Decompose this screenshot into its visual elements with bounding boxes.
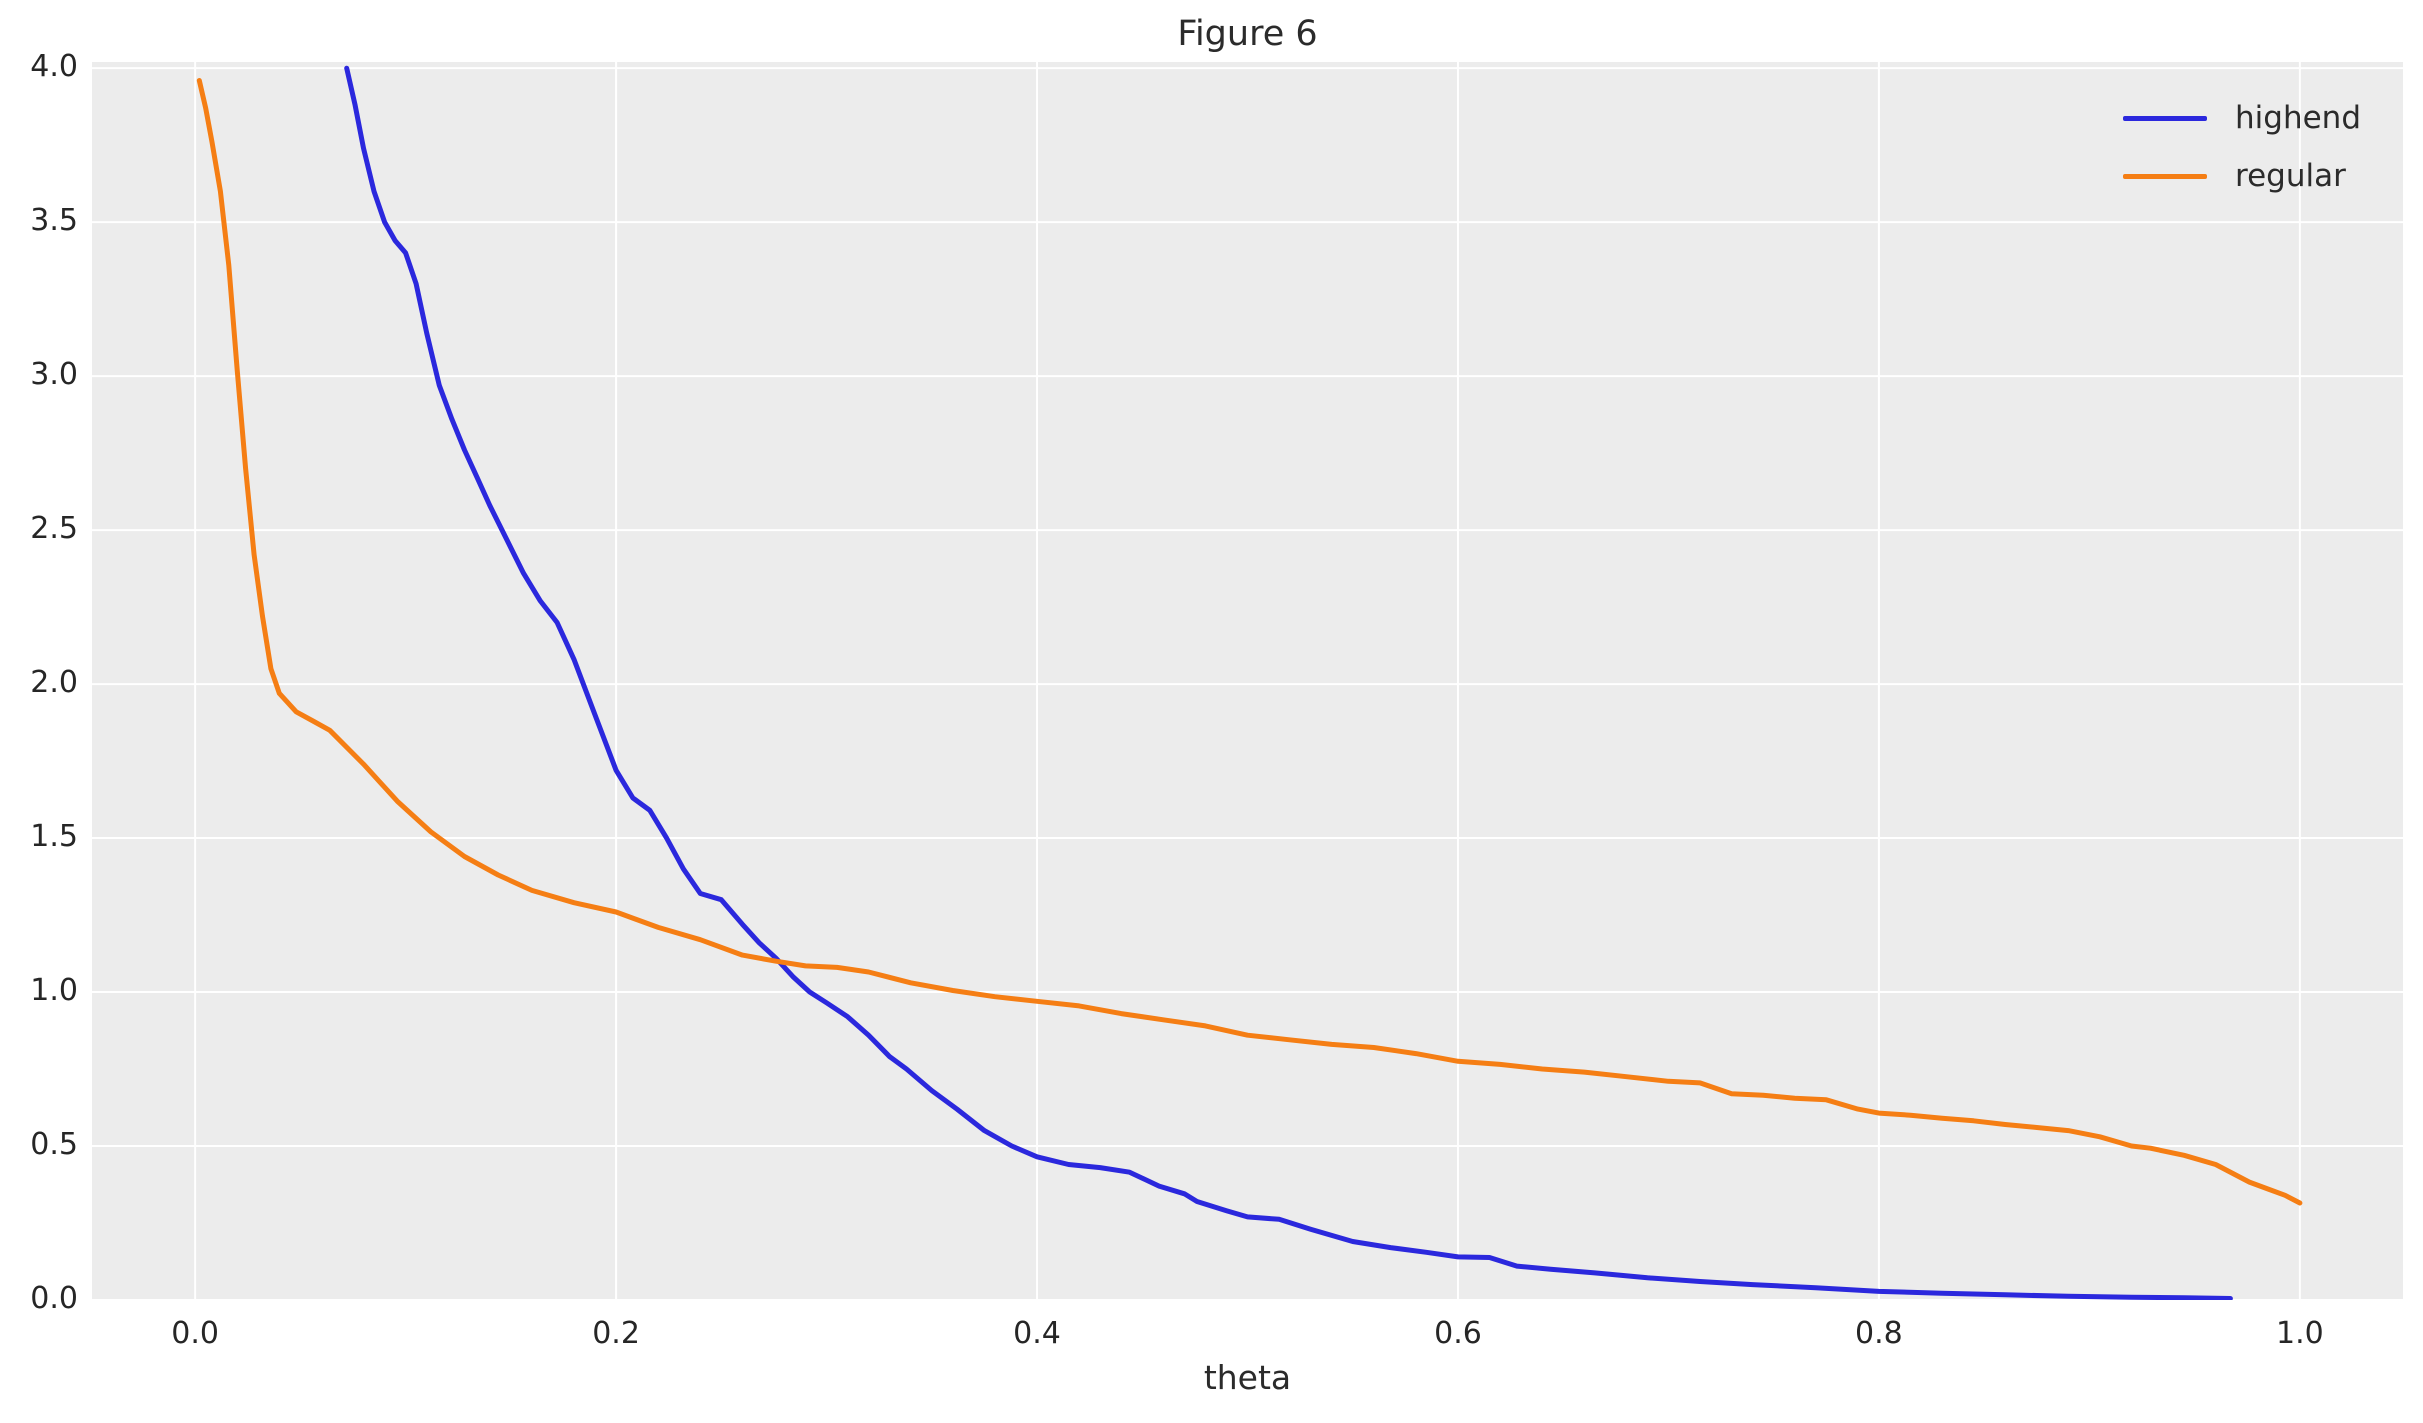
plot-area: highend regular <box>92 62 2403 1300</box>
y-tick-label: 0.5 <box>30 1127 78 1163</box>
y-tick-label: 4.0 <box>30 49 78 85</box>
series-line-highend <box>344 65 2233 1300</box>
series-line-regular <box>196 78 2303 1206</box>
x-tick-label: 0.4 <box>1013 1316 1061 1351</box>
y-tick-label: 0.0 <box>30 1281 78 1316</box>
x-tick-label: 0.2 <box>592 1316 640 1351</box>
legend-label-regular: regular <box>2235 158 2346 194</box>
figure-title: Figure 6 <box>1177 14 1318 54</box>
y-tick-label: 2.5 <box>30 511 78 547</box>
legend-entry-regular: regular <box>2123 154 2361 198</box>
y-tick-label: 3.0 <box>30 357 78 393</box>
x-tick-label: 0.8 <box>1855 1316 1903 1351</box>
y-tick-label: 2.0 <box>30 665 78 701</box>
y-tick-label: 1.0 <box>30 973 78 1009</box>
x-tick-label: 0.0 <box>171 1316 219 1351</box>
chart-canvas <box>92 62 2403 1300</box>
x-tick-label: 1.0 <box>2276 1316 2324 1351</box>
x-tick-label: 0.6 <box>1434 1316 1482 1351</box>
legend-label-highend: highend <box>2235 100 2361 136</box>
x-axis-label: theta <box>1203 1358 1292 1397</box>
legend-line-swatch-regular <box>2123 173 2208 179</box>
y-tick-label: 3.5 <box>30 203 78 239</box>
legend-line-swatch-highend <box>2123 115 2208 121</box>
legend: highend regular <box>2123 96 2361 198</box>
legend-entry-highend: highend <box>2123 96 2361 140</box>
y-tick-label: 1.5 <box>30 819 78 855</box>
